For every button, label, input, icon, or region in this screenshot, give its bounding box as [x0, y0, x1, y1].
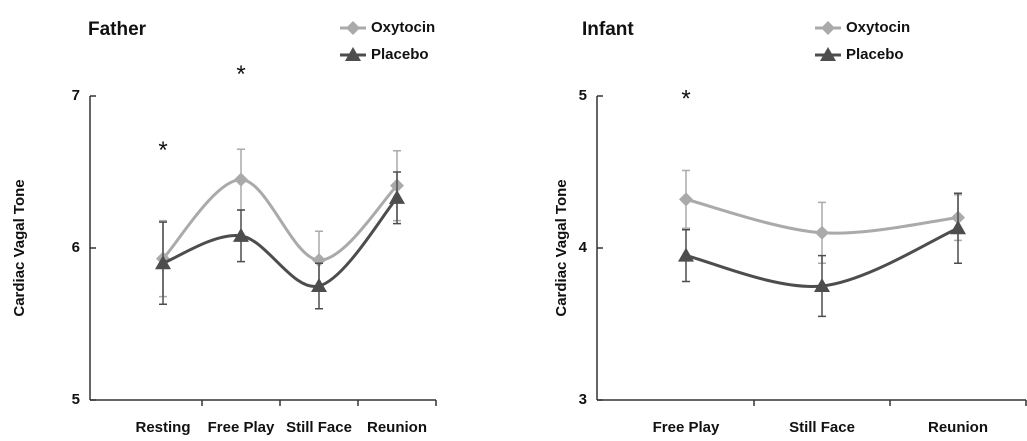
legend-label: Placebo	[371, 46, 429, 63]
annotation: *	[681, 85, 690, 112]
marker	[234, 172, 248, 187]
marker	[389, 189, 405, 204]
annotation: *	[158, 137, 167, 164]
x-tick-label: Resting	[135, 419, 190, 436]
y-tick-label: 5	[72, 391, 80, 408]
marker	[950, 220, 966, 235]
marker	[815, 225, 829, 240]
annotation: *	[236, 61, 245, 88]
legend-marker	[820, 47, 836, 61]
legend-label: Oxytocin	[371, 19, 435, 36]
series-line	[162, 196, 399, 288]
x-tick-label: Free Play	[653, 419, 720, 436]
y-tick-label: 5	[579, 87, 587, 104]
x-tick-label: Free Play	[208, 419, 275, 436]
y-tick-label: 4	[579, 239, 588, 256]
marker	[311, 278, 327, 292]
x-tick-label: Still Face	[789, 419, 855, 436]
legend-label: Oxytocin	[846, 19, 910, 36]
chart-title: Infant	[582, 19, 634, 40]
marker	[679, 192, 693, 207]
marker	[155, 255, 171, 270]
marker	[678, 247, 694, 262]
marker	[233, 227, 249, 242]
legend-marker	[346, 21, 360, 35]
x-tick-label: Still Face	[286, 419, 352, 436]
legend-marker	[345, 47, 361, 61]
legend-label: Placebo	[846, 46, 904, 63]
x-tick-label: Reunion	[367, 419, 427, 436]
y-axis-label: Cardiac Vagal Tone	[11, 179, 28, 316]
legend-marker	[821, 21, 835, 35]
y-tick-label: 3	[579, 391, 587, 408]
y-tick-label: 7	[72, 87, 80, 104]
marker	[814, 278, 830, 292]
y-tick-label: 6	[72, 239, 80, 256]
y-axis-label: Cardiac Vagal Tone	[553, 179, 570, 316]
series-line	[161, 178, 399, 262]
chart-title: Father	[88, 19, 147, 40]
x-tick-label: Reunion	[928, 419, 988, 436]
